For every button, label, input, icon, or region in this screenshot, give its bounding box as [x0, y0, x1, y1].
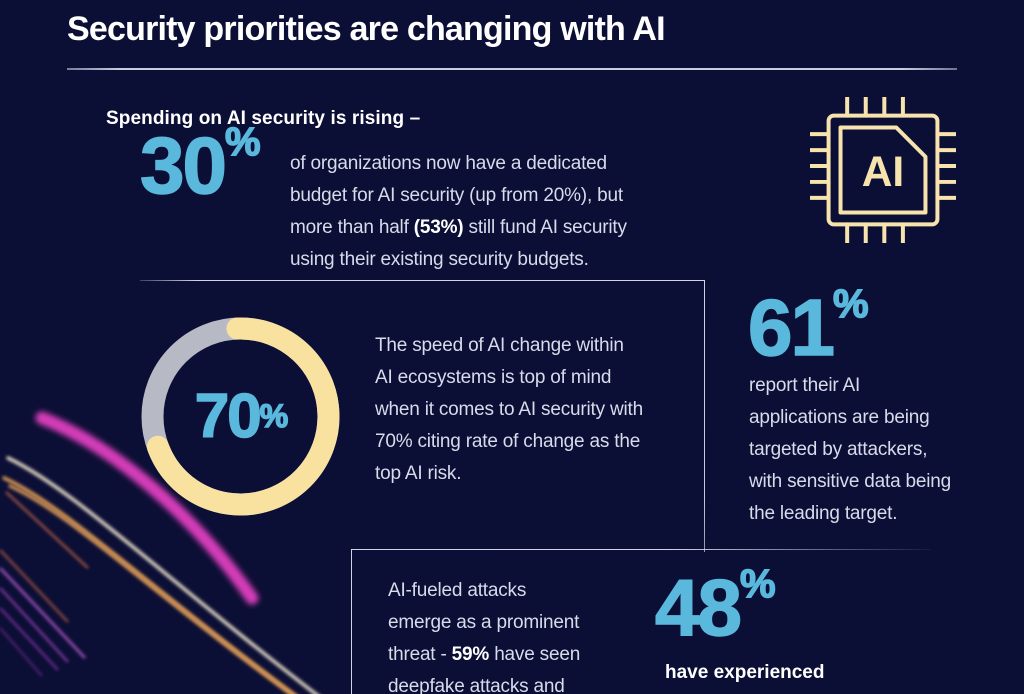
- svg-text:AI: AI: [862, 148, 904, 195]
